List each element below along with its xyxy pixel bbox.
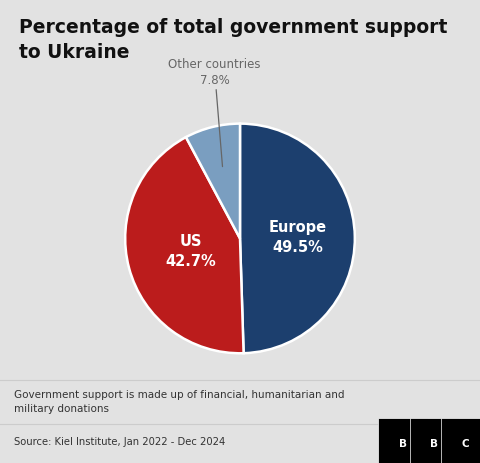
Text: B: B	[399, 439, 407, 449]
Text: Europe
49.5%: Europe 49.5%	[268, 220, 326, 255]
Text: Government support is made up of financial, humanitarian and
military donations: Government support is made up of financi…	[14, 390, 345, 414]
Text: Other countries
7.8%: Other countries 7.8%	[168, 58, 261, 167]
Text: Percentage of total government support
to Ukraine: Percentage of total government support t…	[19, 19, 447, 62]
Text: Source: Kiel Institute, Jan 2022 - Dec 2024: Source: Kiel Institute, Jan 2022 - Dec 2…	[14, 437, 226, 447]
Text: US
42.7%: US 42.7%	[166, 234, 216, 269]
Wedge shape	[240, 124, 355, 353]
Text: C: C	[462, 439, 469, 449]
Wedge shape	[125, 137, 244, 353]
Text: B: B	[431, 439, 438, 449]
Wedge shape	[186, 124, 240, 238]
